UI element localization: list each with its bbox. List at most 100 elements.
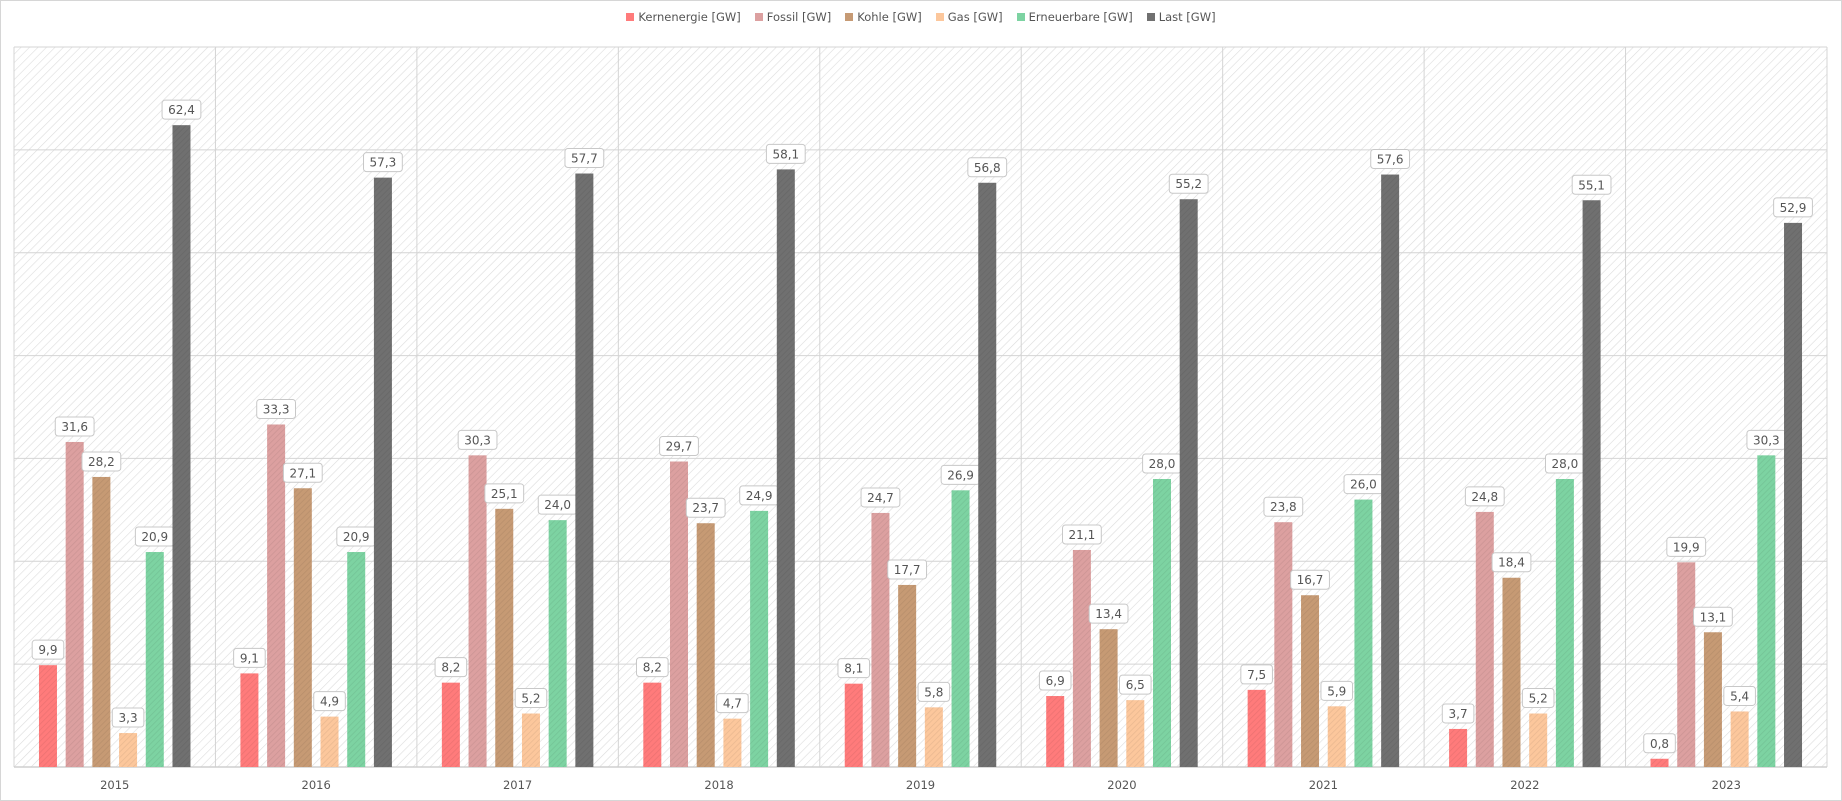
- data-label-box: [1666, 536, 1707, 557]
- data-label: 20,9: [343, 530, 370, 544]
- bar-texture: [1072, 549, 1091, 767]
- bar-texture: [1475, 511, 1494, 767]
- bar-texture: [267, 424, 286, 767]
- data-label-box: [81, 451, 122, 472]
- x-tick-label: 2017: [503, 778, 532, 792]
- data-label: 57,7: [571, 152, 598, 166]
- data-label: 13,4: [1095, 607, 1122, 621]
- data-label-box: [457, 429, 498, 450]
- x-tick-label: 2018: [704, 778, 733, 792]
- data-label: 7,5: [1247, 668, 1266, 682]
- bar-texture: [643, 682, 662, 767]
- data-label-box: [31, 639, 65, 660]
- data-label-box: [1773, 197, 1813, 218]
- data-label-box: [1263, 496, 1304, 517]
- bar-texture: [575, 173, 594, 767]
- bar-texture: [38, 665, 57, 767]
- bar-texture: [521, 713, 540, 767]
- legend-item[interactable]: Kohle [GW]: [845, 10, 922, 24]
- data-label: 6,9: [1046, 674, 1065, 688]
- data-label: 5,2: [1529, 692, 1548, 706]
- data-label-box: [917, 681, 951, 702]
- bar-texture: [119, 733, 138, 767]
- data-label: 33,3: [263, 402, 290, 416]
- data-label: 26,9: [947, 468, 974, 482]
- bar-texture: [441, 682, 460, 767]
- bar-texture: [1381, 174, 1400, 768]
- x-tick-label: 2020: [1107, 778, 1136, 792]
- bar-texture: [1730, 711, 1749, 767]
- x-tick-label: 2016: [302, 778, 331, 792]
- bar-texture: [172, 125, 191, 767]
- x-tick-label: 2023: [1712, 778, 1741, 792]
- legend: Kernenergie [GW] Fossil [GW] Kohle [GW] Gas…: [0, 10, 1842, 24]
- data-label-box: [860, 487, 901, 508]
- bar-texture: [750, 510, 769, 767]
- data-label-box: [837, 658, 871, 679]
- data-label-box: [111, 707, 145, 728]
- bar-texture: [670, 461, 689, 767]
- data-label-box: [1240, 664, 1273, 685]
- legend-label: Last [GW]: [1158, 10, 1216, 24]
- legend-item[interactable]: Fossil [GW]: [754, 10, 831, 24]
- data-label: 28,0: [1552, 457, 1579, 471]
- bar-texture: [1555, 479, 1574, 767]
- legend-item[interactable]: Erneuerbare [GW]: [1016, 10, 1133, 24]
- data-label: 6,5: [1126, 678, 1145, 692]
- legend-label: Kohle [GW]: [857, 10, 922, 24]
- data-label-box: [313, 691, 346, 712]
- data-label: 24,0: [544, 498, 571, 512]
- data-label-box: [636, 657, 669, 678]
- legend-swatch: [626, 13, 635, 21]
- bar-texture: [293, 488, 312, 767]
- x-tick-label: 2021: [1309, 778, 1338, 792]
- legend-swatch: [1016, 13, 1025, 21]
- bar-texture: [844, 683, 863, 767]
- data-label: 57,6: [1377, 153, 1404, 167]
- data-label-box: [659, 436, 699, 457]
- legend-item[interactable]: Last [GW]: [1146, 10, 1216, 24]
- data-label: 28,0: [1149, 457, 1176, 471]
- data-label-box: [1521, 688, 1555, 709]
- bar-texture: [92, 476, 111, 767]
- legend-item[interactable]: Gas [GW]: [935, 10, 1003, 24]
- bar-texture: [1126, 700, 1145, 767]
- bar-texture: [924, 707, 943, 767]
- bar-texture: [1677, 562, 1696, 767]
- bar-texture: [1354, 499, 1373, 767]
- bar-texture: [320, 716, 339, 767]
- data-label-box: [434, 657, 468, 678]
- bar-texture: [1449, 728, 1468, 767]
- bar-texture: [468, 455, 487, 767]
- data-label-box: [256, 398, 297, 419]
- data-label: 55,1: [1578, 178, 1605, 192]
- bar-texture: [240, 673, 259, 767]
- legend-item[interactable]: Kernenergie [GW]: [626, 10, 741, 24]
- data-label: 26,0: [1350, 478, 1377, 492]
- data-label: 58,1: [772, 147, 799, 161]
- legend-swatch: [754, 13, 763, 21]
- legend-label: Kernenergie [GW]: [638, 10, 741, 24]
- data-label-box: [1320, 680, 1354, 701]
- legend-swatch: [935, 13, 944, 21]
- data-label: 30,3: [1753, 433, 1780, 447]
- data-label: 24,9: [746, 489, 773, 503]
- data-label: 3,7: [1449, 707, 1468, 721]
- data-label-box: [685, 497, 726, 518]
- bar-texture: [1274, 522, 1293, 767]
- bar-texture: [1757, 455, 1776, 767]
- data-label: 8,1: [844, 662, 863, 676]
- legend-swatch: [845, 13, 854, 21]
- data-label: 56,8: [974, 161, 1001, 175]
- legend-label: Gas [GW]: [947, 10, 1003, 24]
- data-label-box: [1118, 674, 1152, 695]
- data-label-box: [161, 99, 202, 120]
- data-label: 28,2: [88, 455, 115, 469]
- data-label: 52,9: [1780, 201, 1807, 215]
- data-label-box: [1571, 174, 1612, 195]
- bar-texture: [1703, 632, 1722, 767]
- data-label: 23,7: [692, 501, 719, 515]
- data-label: 0,8: [1650, 737, 1669, 751]
- data-label: 62,4: [168, 103, 195, 117]
- bar-texture: [1099, 629, 1118, 767]
